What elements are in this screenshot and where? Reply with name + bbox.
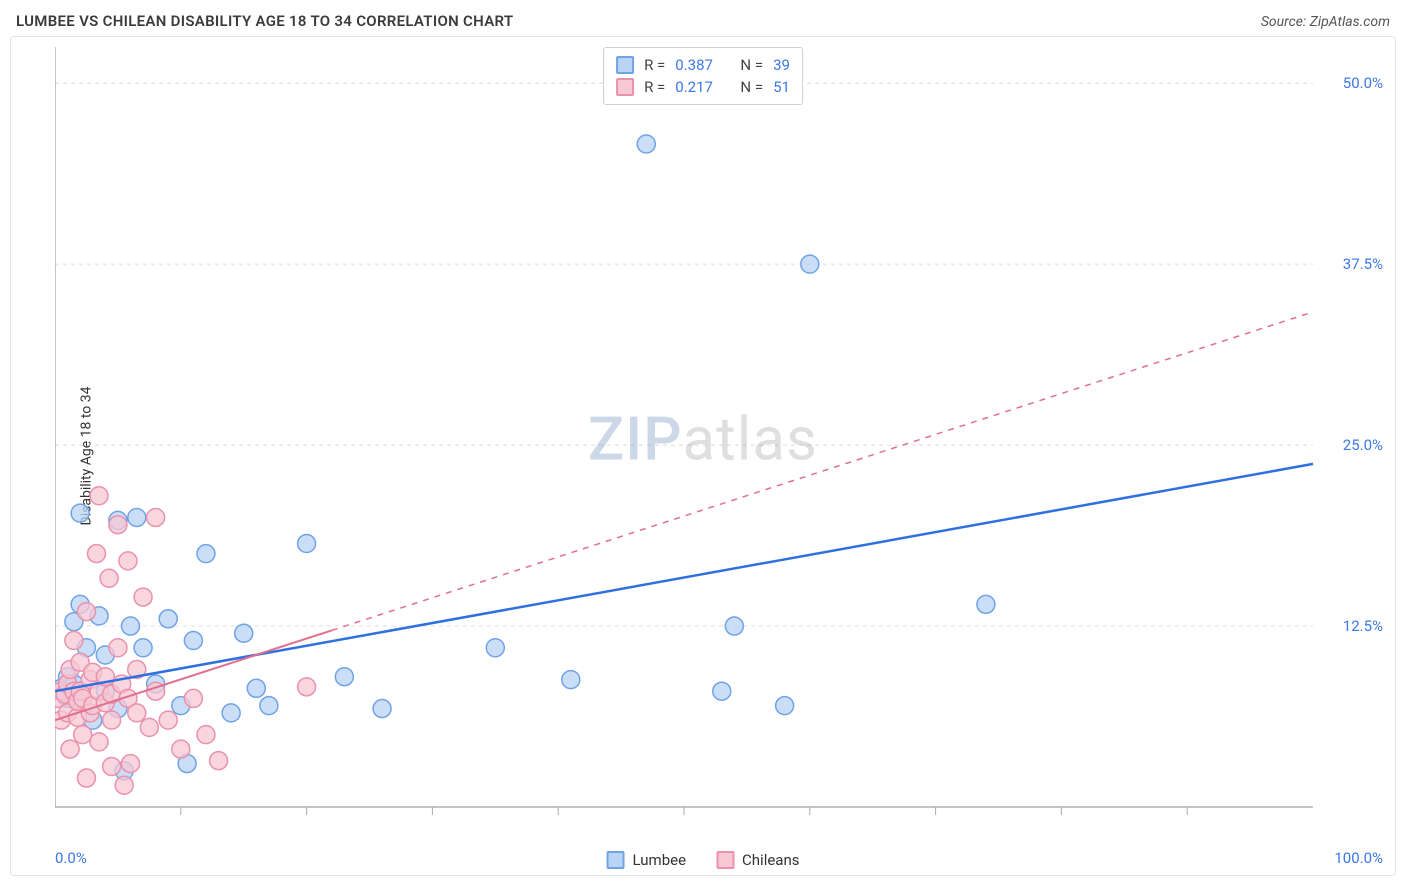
lumbee-point [298, 535, 316, 553]
lumbee-point [725, 617, 743, 635]
lumbee-point [977, 595, 995, 613]
chileans-point [103, 757, 121, 775]
chileans-point [74, 726, 92, 744]
lumbee-n-value: 39 [773, 56, 790, 74]
lumbee-point [562, 671, 580, 689]
chileans-point [77, 769, 95, 787]
y-tick-label: 37.5% [1343, 255, 1383, 273]
lumbee-point [134, 639, 152, 657]
chileans-point [88, 545, 106, 563]
chileans-point [109, 516, 127, 534]
legend-item-lumbee[interactable]: Lumbee [607, 851, 687, 869]
lumbee-point [247, 679, 265, 697]
n-label: N = [740, 78, 763, 96]
chileans-point [298, 678, 316, 696]
lumbee-point [713, 682, 731, 700]
lumbee-point [197, 545, 215, 563]
lumbee-point [637, 135, 655, 153]
lumbee-point [260, 697, 278, 715]
x-axis-min-label: 0.0% [55, 849, 87, 867]
chileans-point [121, 755, 139, 773]
chileans-point [172, 740, 190, 758]
chileans-point [128, 704, 146, 722]
chileans-point [65, 632, 83, 650]
chileans-point [90, 487, 108, 505]
chileans-point [61, 740, 79, 758]
lumbee-point [128, 508, 146, 526]
chileans-point [103, 711, 121, 729]
legend-stats-box: R = 0.387 N = 39 R = 0.217 N = 51 [603, 47, 803, 105]
lumbee-swatch-icon [616, 56, 634, 74]
lumbee-trendline [55, 464, 1313, 691]
r-label: R = [644, 56, 665, 74]
chileans-point [210, 752, 228, 770]
chileans-point [115, 776, 133, 794]
lumbee-point [801, 255, 819, 273]
n-label: N = [740, 56, 763, 74]
chileans-swatch-icon [616, 78, 634, 96]
chileans-point [109, 639, 127, 657]
chileans-point [90, 733, 108, 751]
lumbee-point [71, 504, 89, 522]
r-label: R = [644, 78, 665, 96]
plot-container: Disability Age 18 to 34 ZIPatlas R =0.38… [10, 36, 1396, 876]
chileans-point [134, 588, 152, 606]
lumbee-legend-label: Lumbee [633, 851, 687, 869]
chileans-point [119, 552, 137, 570]
legend-stats-row-chileans: R = 0.217 N = 51 [616, 76, 790, 98]
lumbee-point [184, 632, 202, 650]
chileans-point [77, 603, 95, 621]
lumbee-point [335, 668, 353, 686]
scatter-plot [55, 47, 1385, 847]
header-row: LUMBEE VS CHILEAN DISABILITY AGE 18 TO 3… [10, 10, 1396, 36]
chileans-trendline-dashed [332, 312, 1313, 630]
lumbee-r-value: 0.387 [675, 56, 713, 74]
lumbee-point [776, 697, 794, 715]
chileans-point [159, 711, 177, 729]
chileans-point [140, 718, 158, 736]
lumbee-point [486, 639, 504, 657]
y-tick-label: 12.5% [1343, 617, 1383, 635]
legend-stats-row-lumbee: R = 0.387 N = 39 [616, 54, 790, 76]
legend-item-chileans[interactable]: Chileans [716, 851, 799, 869]
chileans-point [100, 569, 118, 587]
chileans-legend-label: Chileans [742, 851, 799, 869]
chileans-legend-swatch-icon [716, 851, 734, 869]
chileans-n-value: 51 [773, 78, 790, 96]
chileans-point [197, 726, 215, 744]
chileans-r-value: 0.217 [675, 78, 713, 96]
chileans-point [147, 508, 165, 526]
lumbee-point [159, 610, 177, 628]
lumbee-point [235, 624, 253, 642]
y-tick-label: 50.0% [1343, 74, 1383, 92]
lumbee-legend-swatch-icon [607, 851, 625, 869]
source-attribution: Source: ZipAtlas.com [1261, 14, 1390, 30]
lumbee-point [222, 704, 240, 722]
y-tick-label: 25.0% [1343, 436, 1383, 454]
lumbee-point [373, 700, 391, 718]
lumbee-point [121, 617, 139, 635]
x-axis-max-label: 100.0% [1334, 849, 1383, 867]
chart-title: LUMBEE VS CHILEAN DISABILITY AGE 18 TO 3… [16, 12, 513, 30]
bottom-legend: Lumbee Chileans [607, 851, 800, 869]
chart-wrapper: LUMBEE VS CHILEAN DISABILITY AGE 18 TO 3… [10, 10, 1396, 876]
chileans-point [184, 689, 202, 707]
